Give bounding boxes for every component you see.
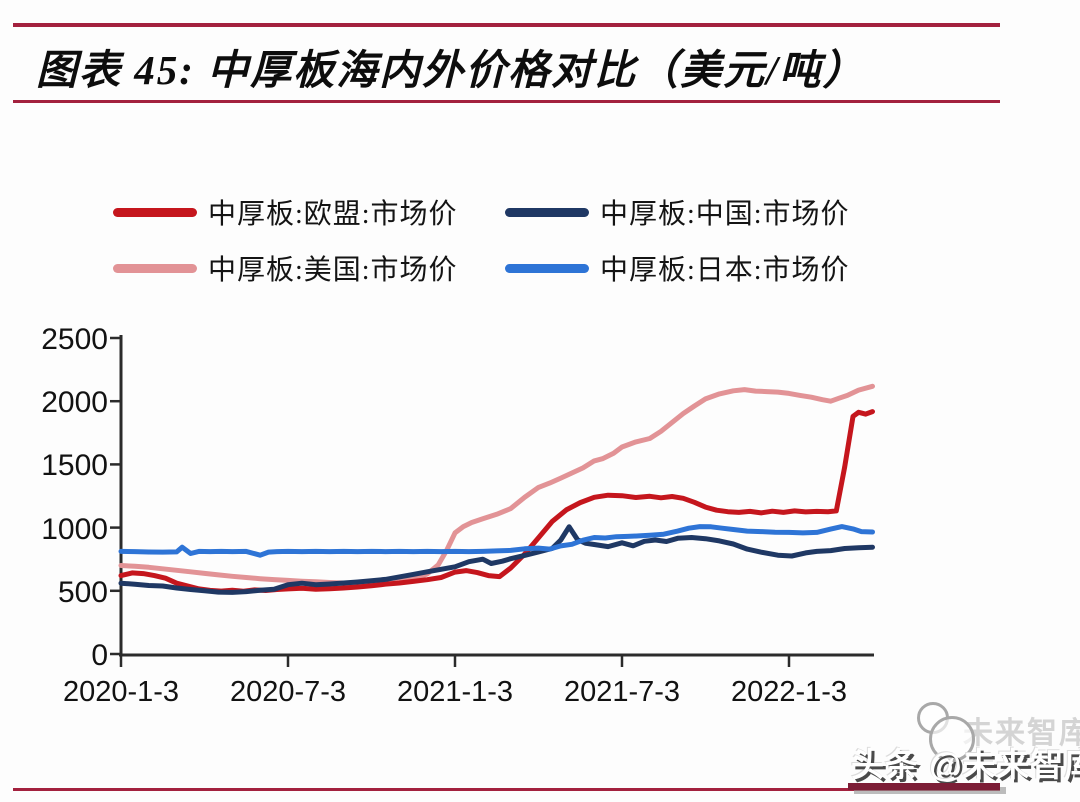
- watermark-handle: @未来智库: [929, 746, 1080, 783]
- toutiao-logo-icon: [903, 702, 975, 762]
- x-tick-label-1: 2020-7-3: [230, 676, 346, 708]
- legend-swatch-japan: [505, 263, 589, 273]
- legend-label-us: 中厚板:美国:市场价: [208, 255, 458, 286]
- watermark-ghost-text: 未来智库: [963, 717, 1080, 750]
- legend-item-japan: 中厚板:日本:市场价: [505, 253, 850, 286]
- series-line-china: [118, 524, 875, 595]
- legend-label-japan: 中厚板:日本:市场价: [600, 255, 850, 286]
- legend-item-china: 中厚板:中国:市场价: [505, 197, 850, 230]
- chart-series-lines: [118, 383, 875, 595]
- legend-item-eu: 中厚板:欧盟:市场价: [113, 197, 505, 230]
- legend-swatch-us: [113, 263, 197, 273]
- x-tick-label-3: 2021-7-3: [564, 676, 680, 708]
- x-tick-label-2: 2021-1-3: [397, 676, 513, 708]
- x-tick-label-4: 2022-1-3: [731, 676, 847, 708]
- x-tick-label-0: 2020-1-3: [63, 676, 179, 708]
- y-tick-label-1500: 1500: [41, 449, 108, 482]
- series-line-japan: [118, 524, 875, 558]
- axis-labels: 2500 2000 1500 1000 500 0 2020-1-3 2020-…: [41, 323, 847, 708]
- legend-swatch-china: [505, 207, 589, 217]
- watermark-prefix: 头条: [851, 746, 919, 783]
- series-line-us: [118, 383, 875, 586]
- watermark-text: 头条 @未来智库: [851, 738, 1080, 786]
- chart-legend: 中厚板:欧盟:市场价 中厚板:中国:市场价 中厚板:美国:市场价 中厚板:日本:…: [113, 197, 850, 286]
- title-top-rule: [13, 23, 1000, 27]
- y-tick-label-2000: 2000: [41, 386, 108, 419]
- title-bottom-rule: [13, 100, 1000, 103]
- watermark-underline: [848, 783, 1000, 790]
- figure-title: 图表 45: 中厚板海内外价格对比（美元/吨）: [36, 47, 866, 93]
- y-tick-label-1000: 1000: [41, 513, 108, 546]
- chart-axes: [110, 335, 874, 667]
- legend-item-us: 中厚板:美国:市场价: [113, 253, 505, 286]
- page-bottom-rule: [13, 788, 1000, 791]
- legend-label-china: 中厚板:中国:市场价: [600, 199, 850, 230]
- y-tick-label-2500: 2500: [41, 323, 108, 356]
- watermark: 未来智库 头条 @未来智库: [845, 700, 1080, 790]
- legend-swatch-eu: [113, 207, 197, 217]
- legend-label-eu: 中厚板:欧盟:市场价: [208, 199, 458, 230]
- y-tick-label-0: 0: [91, 639, 108, 672]
- y-tick-label-500: 500: [58, 576, 108, 609]
